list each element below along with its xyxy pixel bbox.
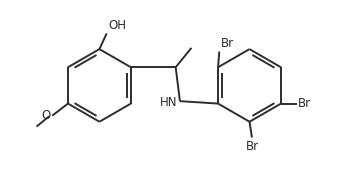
Text: Br: Br xyxy=(220,37,234,50)
Text: Br: Br xyxy=(245,140,258,153)
Text: O: O xyxy=(42,109,51,122)
Text: HN: HN xyxy=(160,96,178,109)
Text: Br: Br xyxy=(298,97,311,110)
Text: OH: OH xyxy=(108,19,126,32)
